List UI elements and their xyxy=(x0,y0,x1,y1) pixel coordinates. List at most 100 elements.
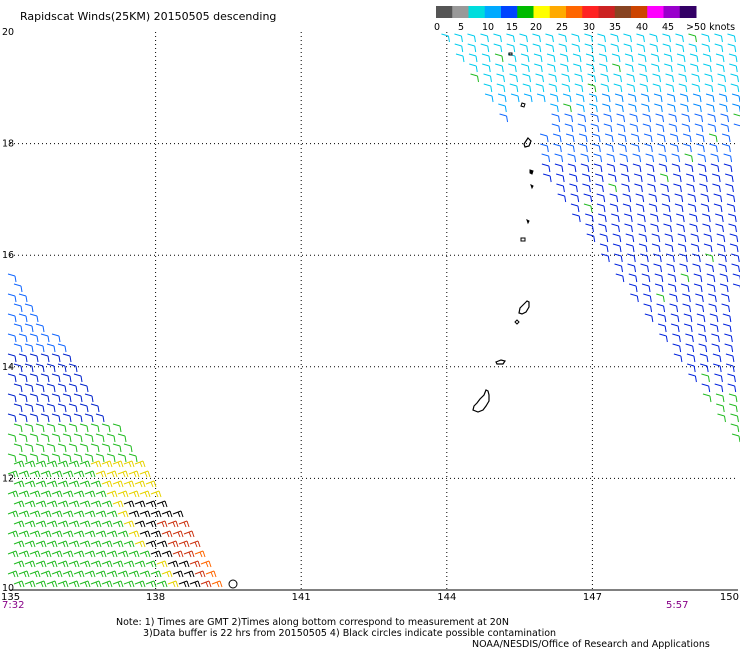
wind-barb xyxy=(101,540,113,548)
wind-barb xyxy=(18,453,28,463)
wind-barb xyxy=(535,83,545,93)
wind-barb xyxy=(519,33,528,43)
wind-barb xyxy=(704,83,714,93)
wind-barb xyxy=(628,103,637,113)
wind-barb xyxy=(583,193,593,203)
wind-barb xyxy=(664,233,674,243)
wind-barb xyxy=(90,403,100,413)
wind-barb xyxy=(663,223,672,233)
wind-barb xyxy=(692,93,702,103)
wind-barb xyxy=(18,413,28,423)
wind-barb xyxy=(586,63,595,73)
wind-barb xyxy=(73,510,85,518)
wind-barb xyxy=(62,510,74,518)
wind-barb xyxy=(84,413,94,423)
wind-barb xyxy=(46,580,58,588)
wind-barb xyxy=(506,43,516,53)
wind-barb xyxy=(29,393,39,403)
wind-barb xyxy=(705,253,714,263)
wind-barb xyxy=(543,173,552,183)
wind-barb xyxy=(617,133,627,143)
wind-barb xyxy=(730,423,740,433)
wind-barb xyxy=(599,243,609,253)
wind-barb xyxy=(167,580,179,588)
wind-barb xyxy=(541,153,551,163)
wind-barb xyxy=(708,303,718,313)
wind-barb xyxy=(683,323,693,333)
wind-barb xyxy=(654,283,664,293)
legend-label: 45 xyxy=(662,22,674,33)
wind-barb xyxy=(7,353,17,363)
wind-barb xyxy=(686,353,696,363)
legend-label: 10 xyxy=(482,22,494,33)
wind-barb xyxy=(134,460,146,468)
wind-barb xyxy=(656,293,665,303)
wind-barb xyxy=(650,53,660,63)
wind-barb xyxy=(29,470,41,478)
wind-barb xyxy=(622,193,632,203)
wind-barb xyxy=(593,163,603,173)
wind-barb xyxy=(128,490,140,498)
wind-barb xyxy=(670,143,679,153)
wind-barb xyxy=(699,353,709,363)
wind-barb xyxy=(540,143,549,153)
wind-barb xyxy=(678,73,688,83)
wind-barb xyxy=(545,43,555,53)
wind-barb xyxy=(40,470,52,478)
wind-barb xyxy=(577,113,587,123)
wind-barb xyxy=(13,520,25,528)
wind-barb xyxy=(84,550,96,558)
wind-barb xyxy=(112,580,124,588)
wind-barb xyxy=(7,293,17,303)
wind-barb xyxy=(24,500,36,508)
wind-barb xyxy=(112,443,122,453)
wind-barb xyxy=(24,303,34,313)
wind-barb xyxy=(705,93,715,103)
wind-barb xyxy=(139,470,151,478)
wind-barb xyxy=(62,413,72,423)
wind-barb xyxy=(566,143,575,153)
wind-barb xyxy=(621,173,630,183)
wind-barb xyxy=(603,113,613,123)
wind-barb xyxy=(727,383,737,393)
wind-barb xyxy=(13,303,23,313)
wind-barb xyxy=(556,173,565,183)
wind-barb xyxy=(106,510,118,518)
wind-barb xyxy=(611,213,620,223)
wind-barb xyxy=(520,53,530,63)
wind-barb xyxy=(601,93,611,103)
wind-barb xyxy=(616,123,626,133)
wind-barb xyxy=(606,153,616,163)
wind-barb xyxy=(79,580,91,588)
wind-barb xyxy=(677,233,687,243)
wind-barb xyxy=(712,183,721,193)
wind-barb xyxy=(7,373,17,383)
longitude-label: 144 xyxy=(437,592,456,603)
wind-barb xyxy=(494,53,504,63)
wind-barb xyxy=(728,213,737,223)
wind-barb xyxy=(639,83,649,93)
wind-barb xyxy=(630,293,639,303)
wind-barb xyxy=(178,560,190,568)
wind-barb xyxy=(647,173,656,183)
wind-barb xyxy=(79,423,89,433)
wind-barb xyxy=(677,63,686,73)
wind-barb xyxy=(682,133,692,143)
wind-barb xyxy=(545,33,554,43)
wind-barb xyxy=(172,530,184,538)
wind-barb xyxy=(167,540,179,548)
wind-barb xyxy=(84,470,96,478)
wind-barb xyxy=(40,530,52,538)
wind-barb xyxy=(693,273,703,283)
wind-barb xyxy=(18,490,30,498)
wind-barb xyxy=(592,143,601,153)
wind-barb xyxy=(532,33,541,43)
wind-barb xyxy=(79,383,89,393)
legend-swatch xyxy=(517,6,534,18)
start-time: 7:32 xyxy=(2,600,24,611)
wind-barb xyxy=(715,53,725,63)
wind-barb xyxy=(687,193,697,203)
wind-barb xyxy=(700,203,710,213)
wind-barb xyxy=(725,173,734,183)
wind-barb xyxy=(580,163,590,173)
